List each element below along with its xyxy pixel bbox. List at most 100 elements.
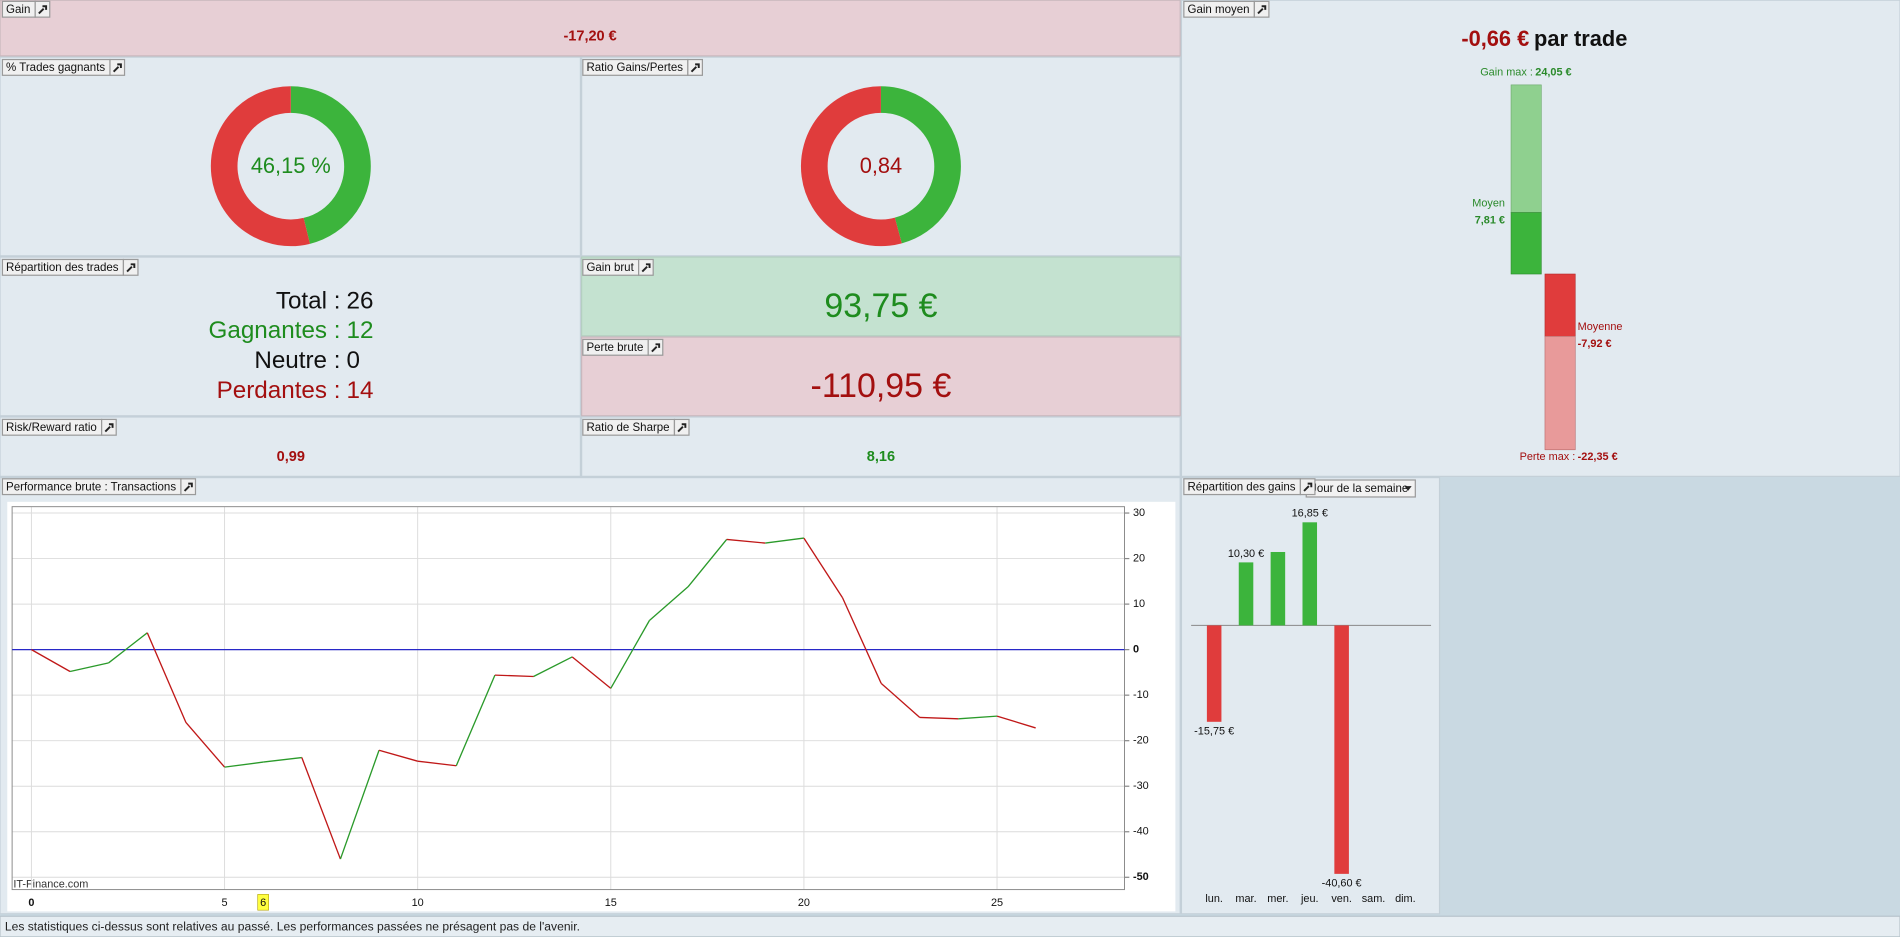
panel-title: % Trades gagnants [6, 62, 105, 74]
gain-brut-panel [581, 256, 1181, 337]
loss-max-bar [1544, 335, 1576, 451]
line-segment [610, 620, 650, 689]
panel-title: Risk/Reward ratio [6, 422, 97, 434]
wrench-icon [126, 263, 136, 273]
wrench-icon [1257, 5, 1267, 15]
line-segment [263, 756, 302, 763]
panel-title: Répartition des gains [1188, 481, 1296, 493]
gain-avg-bar [1510, 212, 1542, 275]
x-tick-label: 25 [991, 897, 1003, 909]
line-segment [31, 649, 71, 673]
panel-title: Répartition des trades [6, 262, 119, 274]
y-tick-label: 30 [1133, 507, 1145, 519]
line-segment [224, 761, 264, 768]
x-tick-label: 5 [222, 897, 228, 909]
performance-plot-bg [7, 501, 1176, 912]
line-segment [919, 716, 959, 720]
wrench-icon [112, 63, 122, 73]
donut-label: 0,84 [860, 153, 902, 178]
x-tick-label: ven. [1331, 893, 1352, 905]
line-segment [339, 750, 380, 860]
donut-label: 46,15 % [251, 153, 331, 178]
moyen-value: 7,81 € [1475, 215, 1505, 227]
bar [1238, 562, 1254, 626]
selector-arrow [1404, 486, 1412, 491]
line-segment [494, 674, 534, 678]
y-tick-label: -40 [1133, 826, 1149, 838]
wrench-icon [1303, 482, 1313, 492]
line-segment [571, 656, 612, 689]
x-tick-label: dim. [1395, 893, 1416, 905]
row-value: 0 [347, 347, 360, 374]
panel-title: Gain moyen [1188, 4, 1250, 16]
x-tick-label: lun. [1205, 893, 1223, 905]
panel-title: Perte brute [586, 342, 643, 354]
gain-moyen-headline: -0,66 € [1461, 26, 1529, 51]
donut-win [290, 86, 371, 244]
x-tick-label: sam. [1362, 893, 1386, 905]
selector-text[interactable]: Jour de la semaine [1311, 483, 1408, 495]
gain-brut-value: 93,75 € [824, 287, 937, 325]
panel-title: Gain brut [586, 262, 634, 274]
sharpe-value: 8,16 [867, 449, 895, 465]
wrench-icon [651, 343, 661, 353]
y-tick-label: -50 [1133, 871, 1149, 883]
line-segment [146, 632, 187, 723]
panel-title: Ratio Gains/Pertes [586, 62, 683, 74]
wrench-icon [183, 482, 193, 492]
line-segment [417, 760, 457, 767]
row-value: 12 [347, 317, 374, 344]
y-tick-label: 0 [1133, 644, 1139, 656]
line-segment [648, 586, 689, 621]
row-label: Total : [276, 287, 341, 314]
moyen-label: Moyen [1472, 198, 1505, 210]
row-value: 14 [347, 377, 374, 404]
gain-max-label: Gain max : [1480, 67, 1533, 79]
watermark: IT-Finance.com [13, 879, 88, 891]
gain-moyen-suffix: par trade [1534, 26, 1627, 51]
row-label: Neutre : [254, 347, 340, 374]
x-tick-label: 10 [412, 897, 424, 909]
x-highlight-bg [257, 894, 269, 911]
line-segment [958, 715, 998, 720]
x-tick-label: mar. [1235, 893, 1256, 905]
line-segment [69, 662, 109, 673]
line-segment [726, 538, 766, 544]
line-segment [378, 749, 418, 762]
risk-reward-value: 0,99 [277, 449, 305, 465]
footer-text: Les statistiques ci-dessus sont relative… [5, 919, 580, 933]
panel-title: Ratio de Sharpe [586, 422, 669, 434]
line-segment [765, 537, 804, 544]
donut-win [880, 86, 961, 244]
row-label: Perdantes : [217, 377, 341, 404]
bar [1302, 522, 1318, 626]
plot-frame [11, 506, 1125, 891]
bar-label: -15,75 € [1194, 725, 1234, 737]
line-segment [803, 537, 844, 599]
bar-label: 10,30 € [1228, 548, 1264, 560]
x-tick-label: jeu. [1300, 893, 1319, 905]
x-tick-label: mer. [1267, 893, 1288, 905]
gain-max-bar [1510, 84, 1542, 213]
y-tick-label: 20 [1133, 552, 1145, 564]
wrench-icon [677, 423, 687, 433]
wrench-icon [690, 63, 700, 73]
bar-label: -40,60 € [1322, 877, 1362, 889]
line-segment [841, 597, 882, 684]
wrench-icon [641, 263, 651, 273]
y-tick-label: 10 [1133, 598, 1145, 610]
perte-max-value: -22,35 € [1578, 451, 1618, 463]
bar [1270, 551, 1286, 626]
gain-panel [0, 0, 1181, 57]
wrench-icon [38, 5, 48, 15]
bar-label: 16,85 € [1292, 508, 1328, 520]
line-segment [533, 656, 573, 678]
x-highlight-label: 6 [260, 897, 266, 909]
bar [1206, 625, 1222, 722]
perte-brute-value: -110,95 € [811, 367, 952, 405]
line-segment [996, 715, 1036, 729]
line-segment [880, 682, 921, 718]
x-tick-label: 0 [28, 897, 34, 909]
